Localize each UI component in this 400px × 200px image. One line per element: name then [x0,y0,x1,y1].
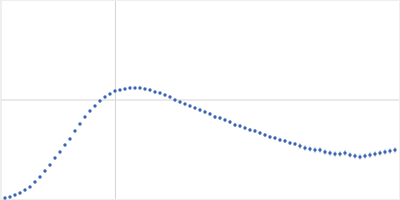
point [298,144,301,147]
grid-line [0,100,400,101]
point [108,92,111,95]
point [253,129,256,132]
point [213,115,216,118]
point [363,154,366,157]
point [133,86,136,89]
point [153,90,156,93]
chart [0,0,400,200]
point [58,150,61,153]
point [388,149,391,152]
point [98,99,101,102]
point [278,138,281,141]
point [353,154,356,157]
point [38,175,41,178]
point [48,163,51,166]
point [393,148,396,151]
point [318,148,321,151]
point [273,136,276,139]
point [78,122,81,125]
point [198,108,201,111]
point [143,87,146,90]
point [158,91,161,94]
point [88,109,91,112]
point [293,142,296,145]
point [203,110,206,113]
point [33,180,36,183]
point [68,137,71,140]
point [238,124,241,127]
point [373,152,376,155]
series [3,86,396,199]
data-marks [3,86,396,199]
point [323,150,326,153]
point [383,150,386,153]
point [283,139,286,142]
point [103,95,106,98]
point [338,152,341,155]
point [228,120,231,123]
point [243,126,246,129]
plot-frame [1,1,400,200]
point [18,191,21,194]
point [303,146,306,149]
point [28,185,31,188]
point [268,135,271,138]
point [128,86,131,89]
point [118,88,121,91]
point [343,151,346,154]
point [123,87,126,90]
point [328,151,331,154]
point [313,148,316,151]
point [168,95,171,98]
point [93,104,96,107]
plot [0,0,400,200]
point [378,151,381,154]
point [308,147,311,150]
point [248,128,251,131]
point [178,100,181,103]
point [333,152,336,155]
point [368,153,371,156]
point [173,98,176,101]
point [263,133,266,136]
point [193,106,196,109]
point [348,153,351,156]
point [183,102,186,105]
point [43,169,46,172]
point [8,195,11,198]
point [113,89,116,92]
point [358,155,361,158]
point [13,193,16,196]
point [148,88,151,91]
point [138,86,141,89]
point [63,143,66,146]
point [163,93,166,96]
point [233,123,236,126]
point [53,156,56,159]
point [188,104,191,107]
point [73,129,76,132]
point [83,115,86,118]
point [288,141,291,144]
point [3,196,6,199]
point [23,188,26,191]
point [208,112,211,115]
point [223,118,226,121]
point [258,131,261,134]
point [218,116,221,119]
grid [0,0,400,200]
